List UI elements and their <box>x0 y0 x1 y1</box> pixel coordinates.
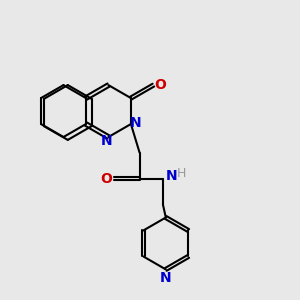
Text: H: H <box>177 167 186 180</box>
Text: O: O <box>155 78 167 92</box>
Text: N: N <box>129 116 141 130</box>
Text: N: N <box>101 134 113 148</box>
Text: N: N <box>166 169 177 183</box>
Text: N: N <box>160 271 172 284</box>
Text: O: O <box>100 172 112 186</box>
